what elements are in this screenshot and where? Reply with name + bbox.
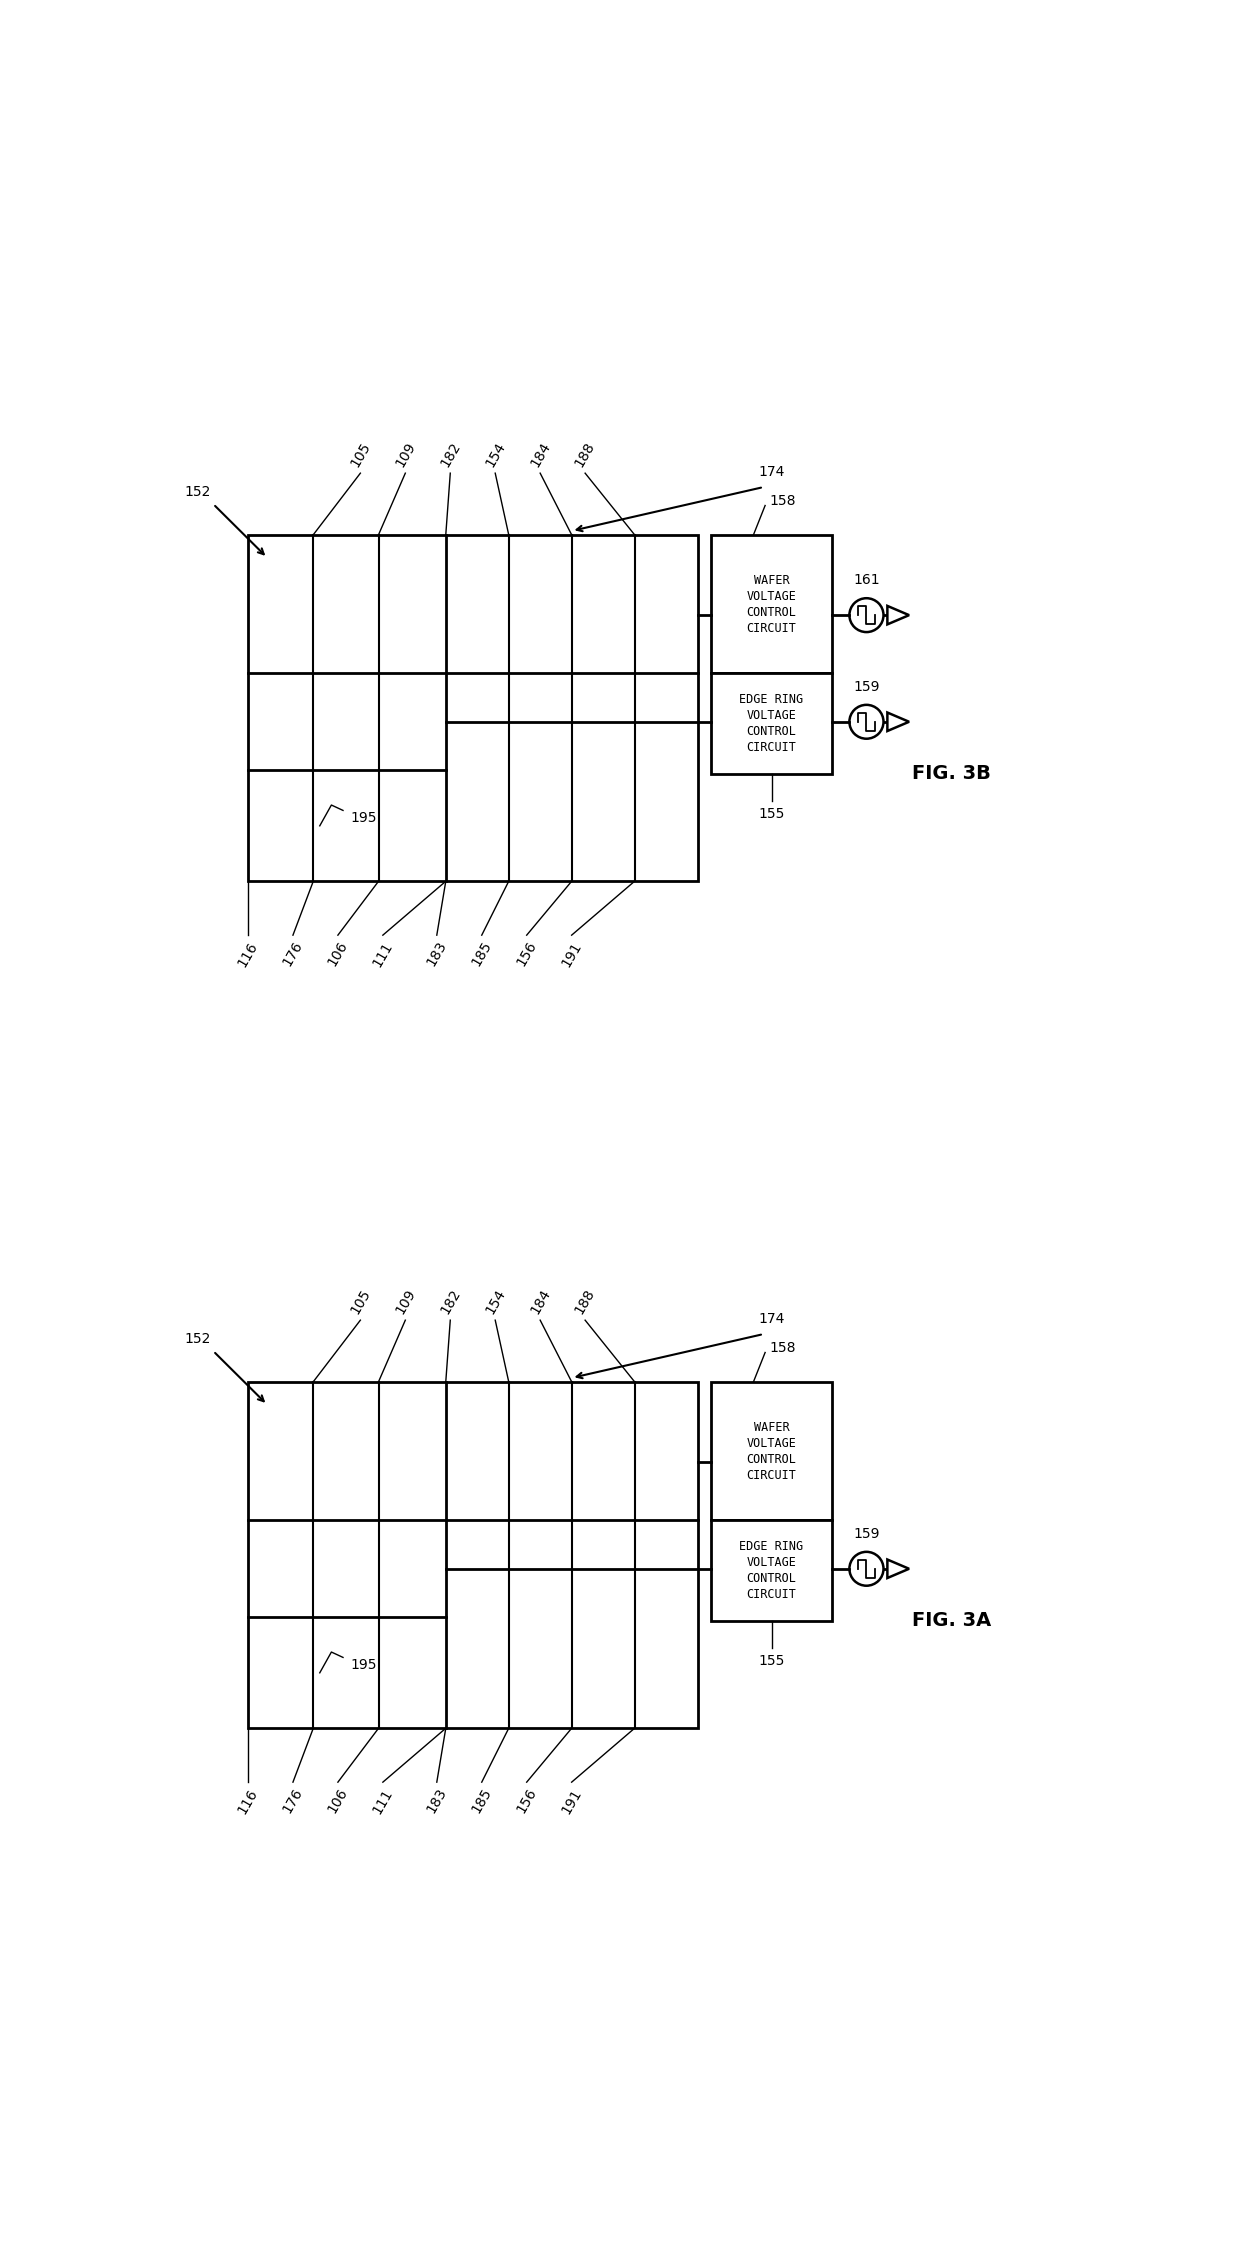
Bar — [712, 1381, 832, 1520]
Polygon shape — [888, 713, 909, 731]
Text: FIG. 3B: FIG. 3B — [913, 765, 991, 783]
Text: 191: 191 — [559, 1786, 584, 1817]
Text: 195: 195 — [351, 1658, 377, 1671]
Text: 154: 154 — [482, 439, 508, 470]
Text: 152: 152 — [185, 486, 211, 499]
Text: WAFER
VOLTAGE
CONTROL
CIRCUIT: WAFER VOLTAGE CONTROL CIRCUIT — [746, 573, 796, 634]
Text: 109: 109 — [393, 439, 418, 470]
Text: 176: 176 — [280, 1786, 305, 1815]
Text: 116: 116 — [236, 940, 260, 969]
Text: 185: 185 — [469, 940, 495, 969]
Text: 154: 154 — [482, 1286, 508, 1316]
Text: 182: 182 — [438, 1286, 463, 1316]
Polygon shape — [888, 1559, 909, 1579]
Text: 182: 182 — [438, 439, 463, 470]
Text: 191: 191 — [559, 940, 584, 969]
Text: 159: 159 — [853, 679, 879, 695]
Text: 111: 111 — [370, 1786, 396, 1817]
Text: EDGE RING
VOLTAGE
CONTROL
CIRCUIT: EDGE RING VOLTAGE CONTROL CIRCUIT — [739, 1541, 804, 1601]
Text: EDGE RING
VOLTAGE
CONTROL
CIRCUIT: EDGE RING VOLTAGE CONTROL CIRCUIT — [739, 693, 804, 753]
Text: 183: 183 — [424, 940, 449, 969]
Text: 106: 106 — [325, 940, 351, 969]
Text: 105: 105 — [347, 439, 373, 470]
Bar — [248, 535, 697, 882]
Text: 184: 184 — [527, 439, 553, 470]
Text: 106: 106 — [325, 1786, 351, 1815]
Text: 159: 159 — [853, 1527, 879, 1541]
Text: WAFER
VOLTAGE
CONTROL
CIRCUIT: WAFER VOLTAGE CONTROL CIRCUIT — [746, 1421, 796, 1482]
Text: 184: 184 — [527, 1286, 553, 1316]
Text: 158: 158 — [769, 1340, 796, 1354]
Text: 156: 156 — [515, 940, 539, 969]
Text: 116: 116 — [236, 1786, 260, 1817]
Text: 174: 174 — [759, 466, 785, 479]
Bar — [712, 535, 832, 672]
Bar — [712, 1520, 832, 1622]
Text: 185: 185 — [469, 1786, 495, 1815]
Text: 188: 188 — [573, 439, 598, 470]
Text: 152: 152 — [185, 1331, 211, 1347]
Text: 176: 176 — [280, 940, 305, 969]
Text: 161: 161 — [853, 573, 879, 587]
Text: 183: 183 — [424, 1786, 449, 1815]
Text: 174: 174 — [759, 1313, 785, 1327]
Text: 105: 105 — [347, 1286, 373, 1316]
Text: 155: 155 — [759, 807, 785, 821]
Text: FIG. 3A: FIG. 3A — [913, 1610, 991, 1631]
Text: 155: 155 — [759, 1653, 785, 1667]
Polygon shape — [888, 605, 909, 625]
Bar — [248, 1381, 697, 1727]
Text: 188: 188 — [573, 1286, 598, 1316]
Bar — [712, 672, 832, 774]
Text: 158: 158 — [769, 495, 796, 508]
Text: 156: 156 — [515, 1786, 539, 1815]
Text: 111: 111 — [370, 940, 396, 969]
Text: 195: 195 — [351, 812, 377, 825]
Text: 109: 109 — [393, 1286, 418, 1316]
